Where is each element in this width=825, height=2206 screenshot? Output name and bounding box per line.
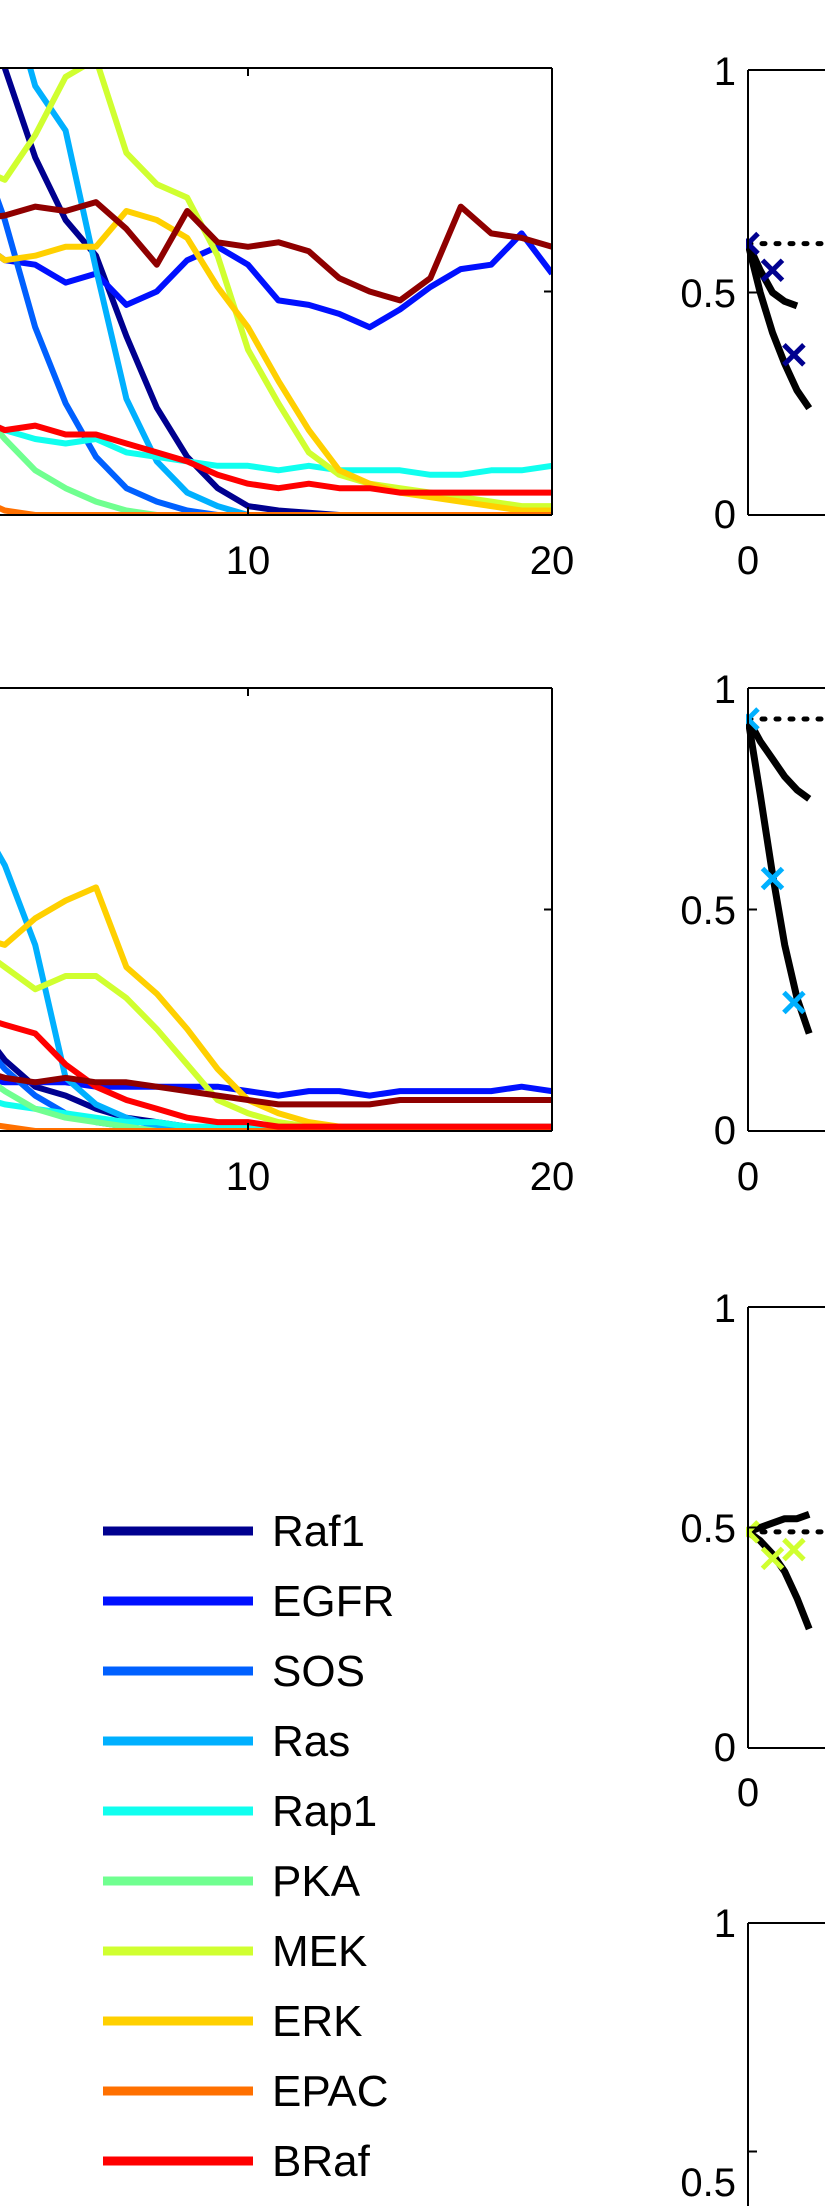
data-marker [760, 1546, 785, 1571]
right-1-y-tick: 1 [714, 50, 736, 94]
legend-label: Raf1 [272, 1507, 365, 1556]
left-middle-x-tick: 10 [226, 1155, 271, 1199]
series-line [1, 68, 552, 515]
series-line [0, 230, 552, 331]
legend-label: Ras [272, 1717, 350, 1766]
series-line [0, 197, 552, 515]
right-3-y-tick: 0 [714, 1726, 736, 1770]
right-4-y-tick: 0.5 [680, 2161, 736, 2205]
series-line [27, 68, 552, 515]
legend-label: Rap1 [272, 1787, 377, 1836]
series-line [0, 1083, 552, 1131]
series-line [0, 424, 552, 478]
panel-left-top: 10 20 [0, 67, 575, 583]
legend-label: ERK [272, 1997, 362, 2046]
series-line [0, 422, 552, 496]
legend-label: BRaf [272, 2137, 371, 2186]
series-line [0, 208, 552, 514]
right-3-y-tick: 0.5 [680, 1507, 736, 1551]
right-1-y-tick: 0 [714, 493, 736, 537]
fit-line [746, 242, 799, 310]
right-2-x-tick: 0 [737, 1155, 759, 1199]
data-marker [760, 258, 785, 283]
data-marker [760, 866, 785, 891]
right-2-axes [747, 687, 825, 1132]
panel-right-3: 1 0.5 0 0 [680, 1287, 825, 1815]
right-2-plot [746, 707, 825, 1035]
right-4-y-tick: 1 [714, 1902, 736, 1946]
data-marker [782, 990, 806, 1015]
legend-label: SOS [272, 1647, 365, 1696]
right-1-y-tick: 0.5 [680, 272, 736, 316]
right-1-plot [746, 231, 825, 411]
right-2-y-tick: 0 [714, 1109, 736, 1153]
right-4-axes [747, 1922, 825, 2206]
right-3-x-tick: 0 [737, 1771, 759, 1815]
fit-line [746, 718, 813, 1035]
left-top-axes [0, 67, 553, 516]
left-middle-x-tick: 20 [530, 1155, 575, 1199]
legend: Raf1 EGFR SOS Ras Rap1 PKA MEK ERK EPAC … [103, 1507, 394, 2186]
series-line [0, 1058, 552, 1131]
series-line [0, 199, 552, 304]
left-middle-lines [0, 850, 552, 1131]
left-top-x-tick: 10 [226, 539, 271, 583]
data-marker [782, 343, 806, 367]
legend-label: PKA [272, 1857, 361, 1906]
series-line [0, 428, 552, 515]
series-line [0, 1020, 552, 1130]
series-line [0, 959, 552, 1131]
legend-label: MEK [272, 1927, 367, 1976]
fit-line [746, 242, 813, 411]
series-line [0, 850, 552, 1131]
panel-left-middle: 10 20 [0, 687, 575, 1199]
right-1-x-tick: 0 [737, 539, 759, 583]
series-line [0, 1073, 552, 1108]
left-middle-axes [0, 687, 553, 1132]
series-line [0, 1048, 552, 1131]
right-3-plot [746, 1511, 825, 1631]
panel-right-4: 1 0.5 [680, 1902, 825, 2206]
right-2-y-tick: 0.5 [680, 889, 736, 933]
left-top-lines [0, 68, 552, 515]
left-top-x-tick: 20 [530, 539, 575, 583]
panel-right-1: 1 0.5 0 0 [680, 50, 825, 583]
legend-label: EGFR [272, 1577, 394, 1626]
fit-line [746, 717, 812, 802]
right-3-axes [747, 1306, 825, 1749]
legend-label: EPAC [272, 2067, 389, 2116]
right-2-y-tick: 1 [714, 668, 736, 712]
fit-line [746, 1511, 811, 1536]
right-1-axes [747, 69, 825, 516]
data-marker [782, 1537, 806, 1562]
right-3-y-tick: 1 [714, 1287, 736, 1331]
panel-right-2: 1 0.5 0 0 [680, 668, 825, 1199]
